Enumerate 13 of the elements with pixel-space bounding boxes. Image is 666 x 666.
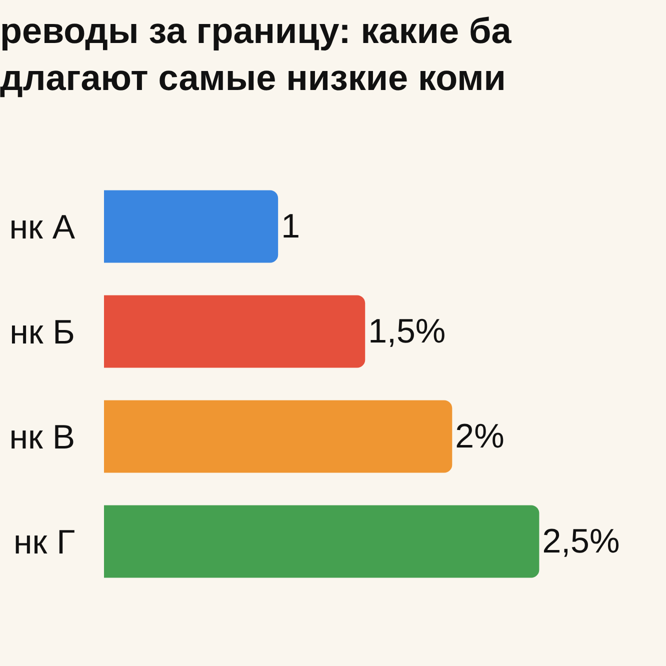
data-label: 2% <box>455 418 504 456</box>
data-label: 1,5% <box>368 312 446 351</box>
y-tick-label: нк А <box>9 208 76 246</box>
bar <box>104 190 278 263</box>
bar <box>104 505 540 578</box>
chart-title: реводы за границу: какие ба длагают самые низкие коми <box>0 10 512 98</box>
bar <box>104 400 452 473</box>
bar <box>104 295 366 368</box>
y-tick-label: нк Г <box>13 523 75 562</box>
data-label: 2,5% <box>542 522 620 561</box>
y-tick-label: нк Б <box>10 313 75 352</box>
y-tick-label: нк В <box>9 418 75 456</box>
data-label: 1 <box>281 208 300 246</box>
